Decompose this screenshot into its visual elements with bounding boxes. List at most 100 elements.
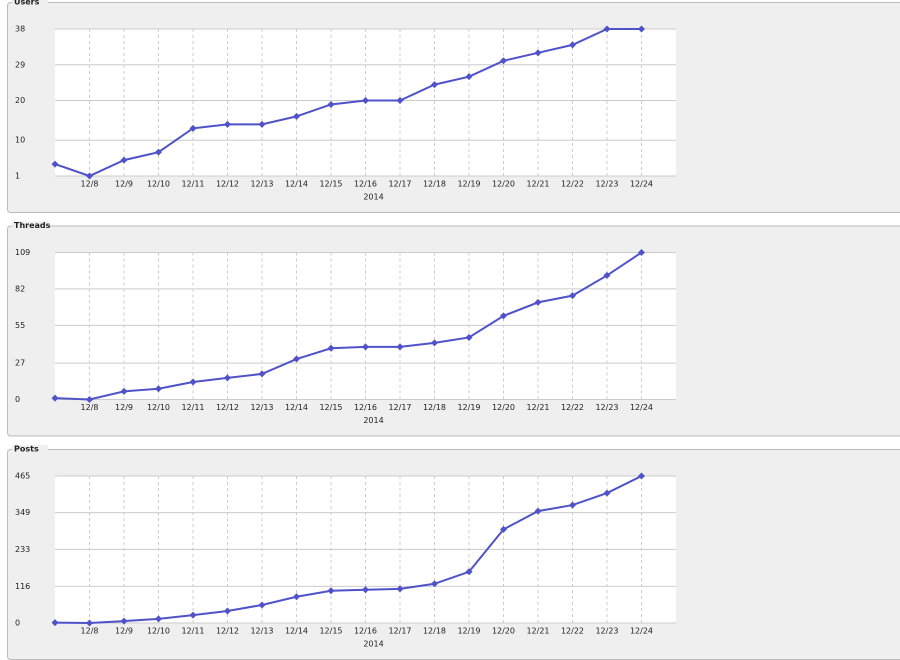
data-point <box>396 343 404 351</box>
panel-title: Threads <box>14 221 51 230</box>
x-tick-label: 12/22 <box>561 180 584 189</box>
x-tick-label: 12/16 <box>354 627 377 636</box>
x-tick-label: 12/9 <box>115 180 133 189</box>
data-point <box>534 507 542 515</box>
data-point <box>569 501 576 509</box>
x-tick-label: 12/16 <box>354 403 377 412</box>
x-tick-label: 12/22 <box>561 403 584 412</box>
legend-bg <box>12 0 48 7</box>
data-point <box>189 124 197 132</box>
data-point <box>224 120 231 128</box>
x-tick-label: 12/23 <box>595 180 618 189</box>
data-point <box>362 586 369 594</box>
data-point <box>603 25 611 33</box>
x-tick-label: 12/10 <box>147 627 170 636</box>
data-line <box>54 251 643 401</box>
y-tick-label: 55 <box>15 321 25 330</box>
data-point <box>638 249 645 256</box>
data-point <box>293 112 300 120</box>
x-axis-label: 2014 <box>363 416 383 425</box>
data-point <box>431 580 438 588</box>
data-point <box>500 57 507 65</box>
x-tick-label: 12/14 <box>285 403 308 412</box>
x-tick-label: 12/21 <box>526 180 549 189</box>
data-point <box>258 370 266 378</box>
x-tick-label: 12/19 <box>457 627 480 636</box>
x-tick-label: 12/15 <box>319 180 342 189</box>
legend-bg <box>12 445 48 454</box>
data-point <box>500 312 507 320</box>
data-point <box>534 298 542 306</box>
x-tick-label: 12/19 <box>457 403 480 412</box>
x-tick-label: 12/9 <box>115 403 133 412</box>
x-tick-label: 12/24 <box>630 627 653 636</box>
y-tick-label: 27 <box>15 359 25 368</box>
data-point <box>603 489 611 497</box>
x-tick-label: 12/20 <box>492 627 515 636</box>
data-point <box>155 385 162 393</box>
data-point <box>189 611 197 619</box>
y-tick-label: 349 <box>15 508 30 517</box>
data-line <box>54 475 642 625</box>
data-point <box>603 271 611 279</box>
data-point <box>396 97 404 105</box>
y-tick-label: 82 <box>15 284 25 293</box>
data-point <box>258 601 266 609</box>
data-point <box>86 619 93 627</box>
x-tick-label: 12/23 <box>595 403 618 412</box>
x-tick-label: 12/11 <box>181 180 204 189</box>
data-point <box>120 156 128 164</box>
x-tick-label: 12/8 <box>81 627 99 636</box>
x-tick-label: 12/21 <box>526 627 549 636</box>
data-point <box>465 568 473 576</box>
data-point <box>258 120 266 128</box>
data-point <box>155 148 162 156</box>
x-tick-label: 12/24 <box>630 180 653 189</box>
x-tick-label: 12/10 <box>147 180 170 189</box>
y-tick-label: 10 <box>15 136 25 145</box>
data-point <box>224 607 231 615</box>
y-tick-label: 109 <box>15 248 30 257</box>
x-tick-label: 12/19 <box>457 180 480 189</box>
data-point <box>86 172 93 180</box>
y-tick-label: 465 <box>15 472 30 481</box>
data-point <box>51 160 59 168</box>
x-tick-label: 12/23 <box>595 627 618 636</box>
data-point <box>327 100 335 108</box>
data-point <box>189 378 197 386</box>
data-point <box>638 25 645 33</box>
x-tick-label: 12/14 <box>285 180 308 189</box>
data-line <box>54 28 642 178</box>
y-tick-label: 1 <box>15 172 20 181</box>
x-tick-label: 12/18 <box>423 180 446 189</box>
x-tick-label: 12/18 <box>423 403 446 412</box>
data-point <box>465 73 473 81</box>
x-tick-label: 12/18 <box>423 627 446 636</box>
panel-title: Users <box>14 0 40 7</box>
x-tick-label: 12/13 <box>250 627 273 636</box>
x-tick-label: 12/8 <box>81 180 99 189</box>
y-tick-label: 233 <box>15 545 30 554</box>
data-point <box>293 593 300 601</box>
x-axis-label: 2014 <box>363 193 383 202</box>
x-tick-label: 12/24 <box>630 403 653 412</box>
data-point <box>51 619 59 627</box>
x-axis-label: 2014 <box>363 640 383 649</box>
x-tick-label: 12/14 <box>285 627 308 636</box>
x-tick-label: 12/12 <box>216 403 239 412</box>
x-tick-label: 12/15 <box>319 403 342 412</box>
x-tick-label: 12/13 <box>250 180 273 189</box>
x-tick-label: 12/20 <box>492 180 515 189</box>
x-tick-label: 12/17 <box>388 403 411 412</box>
data-point <box>86 396 93 403</box>
data-point <box>224 374 231 382</box>
data-point <box>638 472 645 480</box>
y-tick-label: 20 <box>15 96 25 105</box>
panel-title: Posts <box>14 445 39 454</box>
x-tick-label: 12/20 <box>492 403 515 412</box>
x-tick-label: 12/22 <box>561 627 584 636</box>
x-tick-label: 12/10 <box>147 403 170 412</box>
data-point <box>362 343 369 351</box>
x-tick-label: 12/13 <box>250 403 273 412</box>
